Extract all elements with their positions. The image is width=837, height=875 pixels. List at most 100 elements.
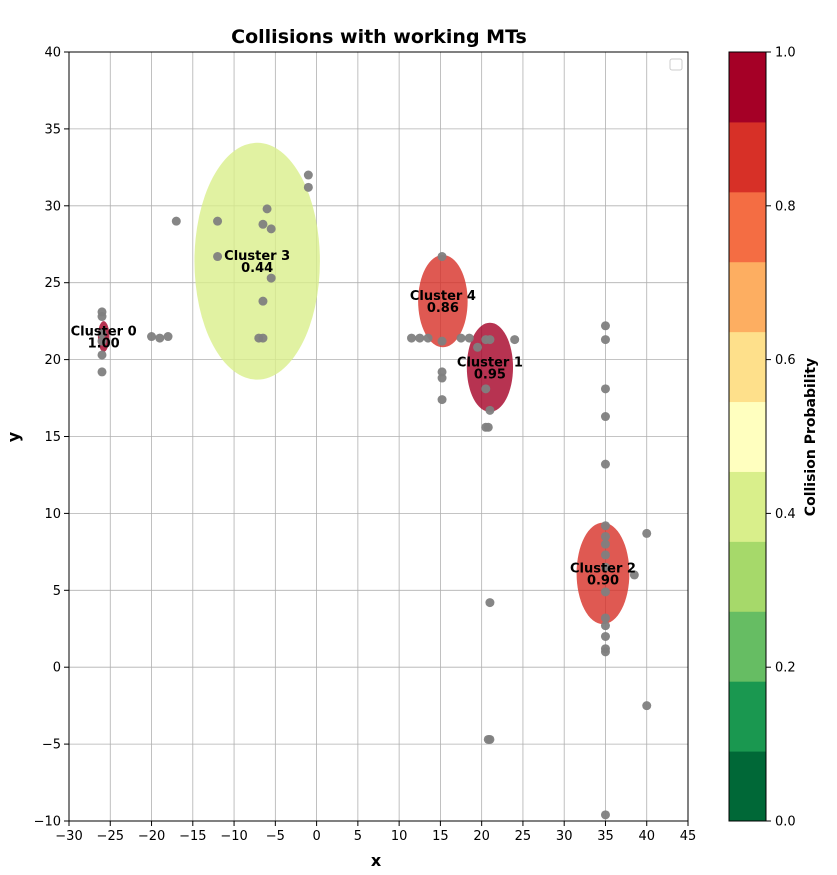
scatter-point [485, 335, 495, 345]
cluster-name-label: Cluster 1 [457, 355, 523, 370]
cluster-labels: Cluster 01.00 Cluster 10.95 Cluster 20.90 C… [71, 249, 636, 588]
colorbar-segment [729, 541, 766, 612]
x-tick-label: −15 [179, 829, 206, 844]
scatter-point [600, 562, 610, 572]
scatter-point [97, 328, 107, 338]
scatter-point [147, 332, 157, 342]
y-tick-label: 30 [44, 199, 61, 214]
cluster-name-label: Cluster 3 [224, 249, 290, 264]
y-tick-label: −10 [34, 815, 61, 830]
colorbar-segment [729, 121, 766, 193]
colorbar [728, 51, 767, 822]
x-tick-label: −25 [97, 829, 124, 844]
cluster-probability-label: 0.90 [587, 573, 619, 588]
scatter-point [258, 333, 268, 343]
scatter-point [600, 587, 610, 597]
colorbar-segment [729, 611, 766, 682]
scatter-point [437, 395, 447, 405]
cluster-probability-label: 0.95 [474, 367, 506, 382]
chart-title: Collisions with working MTs [231, 26, 527, 48]
y-tick-label: 10 [44, 507, 61, 522]
scatter-point [485, 598, 495, 608]
colorbar-label: Collision Probability [803, 358, 819, 516]
colorbar-segment [729, 191, 766, 263]
y-tick-label: 5 [53, 584, 61, 599]
scatter-point [600, 631, 610, 641]
cluster-ellipses [97, 142, 630, 625]
scatter-point [510, 335, 520, 345]
scatter-point [97, 312, 107, 322]
cluster-name-label: Cluster 4 [410, 289, 476, 304]
x-tick-label: 15 [432, 829, 449, 844]
y-axis-label: y [4, 431, 23, 442]
scatter-point [600, 335, 610, 345]
cluster-ellipse [194, 142, 320, 380]
scatter-point [266, 273, 276, 283]
scatter-point [481, 384, 491, 394]
scatter-point [600, 621, 610, 631]
cluster-probability-label: 0.86 [427, 301, 459, 316]
scatter-point [437, 373, 447, 383]
scatter-point [171, 216, 181, 226]
colorbar-tick-label: 0.4 [775, 507, 796, 522]
scatter-point [437, 367, 447, 377]
scatter-point [456, 333, 466, 343]
x-tick-label: 0 [312, 829, 320, 844]
x-tick-label: −20 [138, 829, 165, 844]
colorbar-tick-label: 0.8 [775, 199, 796, 214]
scatter-point [600, 550, 610, 560]
scatter-point [600, 647, 610, 657]
colorbar-tick-label: 0.6 [775, 353, 796, 368]
x-tick-label: −5 [266, 829, 285, 844]
colorbar-tick-label: 0.2 [775, 661, 796, 676]
scatter-point [258, 296, 268, 306]
y-tick-label: 0 [53, 661, 61, 676]
colorbar-segment [729, 681, 766, 752]
cluster-name-label: Cluster 0 [71, 325, 137, 340]
scatter-point [97, 350, 107, 360]
y-tick-label: 20 [44, 353, 61, 368]
x-tick-label: 30 [556, 829, 573, 844]
y-tick-label: 15 [44, 430, 61, 445]
colorbar-segment [729, 471, 766, 542]
colorbar-segment [729, 52, 766, 123]
scatter-point [423, 333, 433, 343]
scatter-point [213, 252, 223, 262]
x-tick-label: −30 [55, 829, 82, 844]
y-tick-label: 35 [44, 122, 61, 137]
x-axis-ticks: −30 −25 −20 −15 −10 −5 0 5 10 15 20 25 30 35 40 45 [55, 821, 696, 844]
scatter-point [600, 521, 610, 531]
scatter-point [266, 224, 276, 234]
scatter-point [155, 333, 165, 343]
scatter-point [600, 459, 610, 469]
scatter-point [600, 810, 610, 820]
scatter-point [303, 182, 313, 192]
y-tick-label: −5 [42, 738, 61, 753]
colorbar-segment [729, 331, 766, 403]
cluster-name-label: Cluster 2 [570, 561, 636, 576]
cluster-probability-label: 1.00 [88, 337, 120, 352]
x-tick-label: 20 [473, 829, 490, 844]
scatter-points [97, 170, 652, 820]
x-tick-label: 5 [354, 829, 362, 844]
x-tick-label: 35 [597, 829, 614, 844]
scatter-point [163, 332, 173, 342]
colorbar-tick-label: 1.0 [775, 46, 796, 61]
scatter-point [437, 336, 447, 346]
colorbar-frame [728, 51, 767, 822]
scatter-point [600, 384, 610, 394]
scatter-point [485, 405, 495, 415]
scatter-point [600, 613, 610, 623]
x-axis-label: x [371, 851, 382, 870]
scatter-point [437, 252, 447, 262]
colorbar-segment [729, 401, 766, 472]
scatter-point [473, 342, 483, 352]
scatter-point [600, 412, 610, 422]
cluster-ellipse [576, 522, 630, 625]
scatter-point [97, 336, 107, 346]
x-tick-label: −10 [220, 829, 247, 844]
y-tick-label: 25 [44, 276, 61, 291]
scatter-point [600, 531, 610, 541]
colorbar-segment [729, 751, 766, 822]
